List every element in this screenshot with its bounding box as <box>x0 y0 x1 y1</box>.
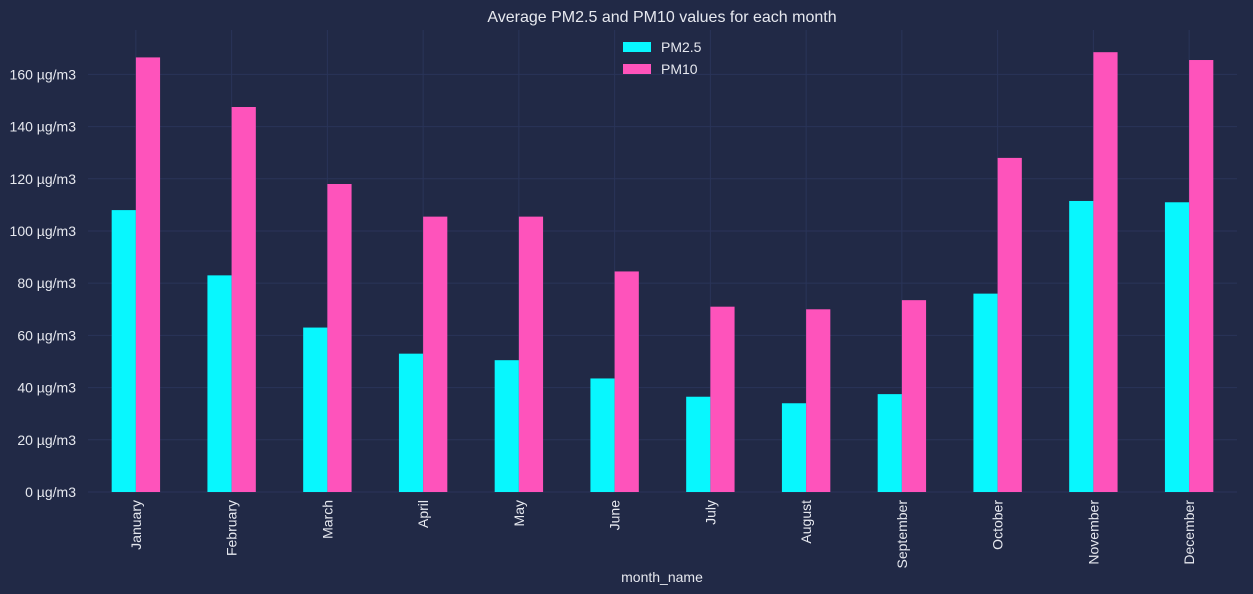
x-tick-label: March <box>319 500 335 539</box>
x-tick-label: June <box>607 500 623 531</box>
bar-pm10-february <box>231 107 256 492</box>
bar-pm10-april <box>423 216 448 492</box>
x-tick-label: April <box>415 500 431 528</box>
bar-pm25-october <box>973 293 998 492</box>
y-tick-label: 60 µg/m3 <box>17 327 76 343</box>
x-tick-label: November <box>1085 500 1101 565</box>
bar-pm25-december <box>1164 202 1190 492</box>
y-tick-label: 80 µg/m3 <box>17 275 76 291</box>
bars <box>111 52 1214 493</box>
bar-pm10-january <box>135 57 161 493</box>
bar-pm10-august <box>806 309 831 492</box>
x-axis-ticks: January February March April May June July Augu… <box>128 500 1197 569</box>
x-tick-label: January <box>128 500 144 550</box>
y-tick-label: 120 µg/m3 <box>10 171 77 187</box>
x-axis-label: month_name <box>621 569 703 585</box>
legend: PM2.5 PM10 <box>623 39 702 77</box>
x-tick-label: May <box>511 500 527 526</box>
y-tick-label: 140 µg/m3 <box>10 119 77 135</box>
x-tick-label: October <box>990 500 1006 550</box>
bar-pm25-february <box>207 275 232 492</box>
bar-pm25-april <box>398 353 424 492</box>
bar-pm25-march <box>303 327 328 492</box>
chart-title: Average PM2.5 and PM10 values for each m… <box>487 9 836 26</box>
gridlines <box>88 30 1237 493</box>
y-tick-label: 160 µg/m3 <box>10 66 77 82</box>
bar-pm25-november <box>1069 200 1094 492</box>
bar-pm10-july <box>710 306 735 492</box>
y-tick-label: 0 µg/m3 <box>25 484 76 500</box>
legend-label: PM2.5 <box>661 39 702 55</box>
legend-swatch-pm25 <box>623 42 651 52</box>
y-axis-ticks: 0 µg/m3 20 µg/m3 40 µg/m3 60 µg/m3 80 µg/m3 1… <box>10 66 77 500</box>
legend-label: PM10 <box>661 61 698 77</box>
bar-pm10-october <box>997 157 1022 492</box>
x-tick-label: July <box>702 500 718 525</box>
bar-pm10-june <box>614 271 639 492</box>
y-tick-label: 40 µg/m3 <box>17 380 76 396</box>
legend-swatch-pm10 <box>623 64 651 74</box>
x-tick-label: August <box>798 500 814 544</box>
bar-pm25-june <box>590 378 615 492</box>
bar-pm25-january <box>111 210 136 493</box>
bar-pm25-september <box>877 394 902 492</box>
bar-pm10-march <box>327 184 352 492</box>
x-tick-label: December <box>1181 500 1197 565</box>
bar-pm25-august <box>781 403 807 492</box>
bar-pm10-december <box>1189 60 1214 493</box>
y-tick-label: 100 µg/m3 <box>10 223 77 239</box>
x-tick-label: February <box>224 500 240 556</box>
x-tick-label: September <box>894 500 910 569</box>
bar-pm10-september <box>901 300 927 492</box>
y-tick-label: 20 µg/m3 <box>17 432 76 448</box>
bar-pm10-may <box>518 216 544 492</box>
bar-pm25-may <box>494 360 519 492</box>
bar-pm10-november <box>1093 52 1118 493</box>
bar-pm25-july <box>686 396 711 492</box>
